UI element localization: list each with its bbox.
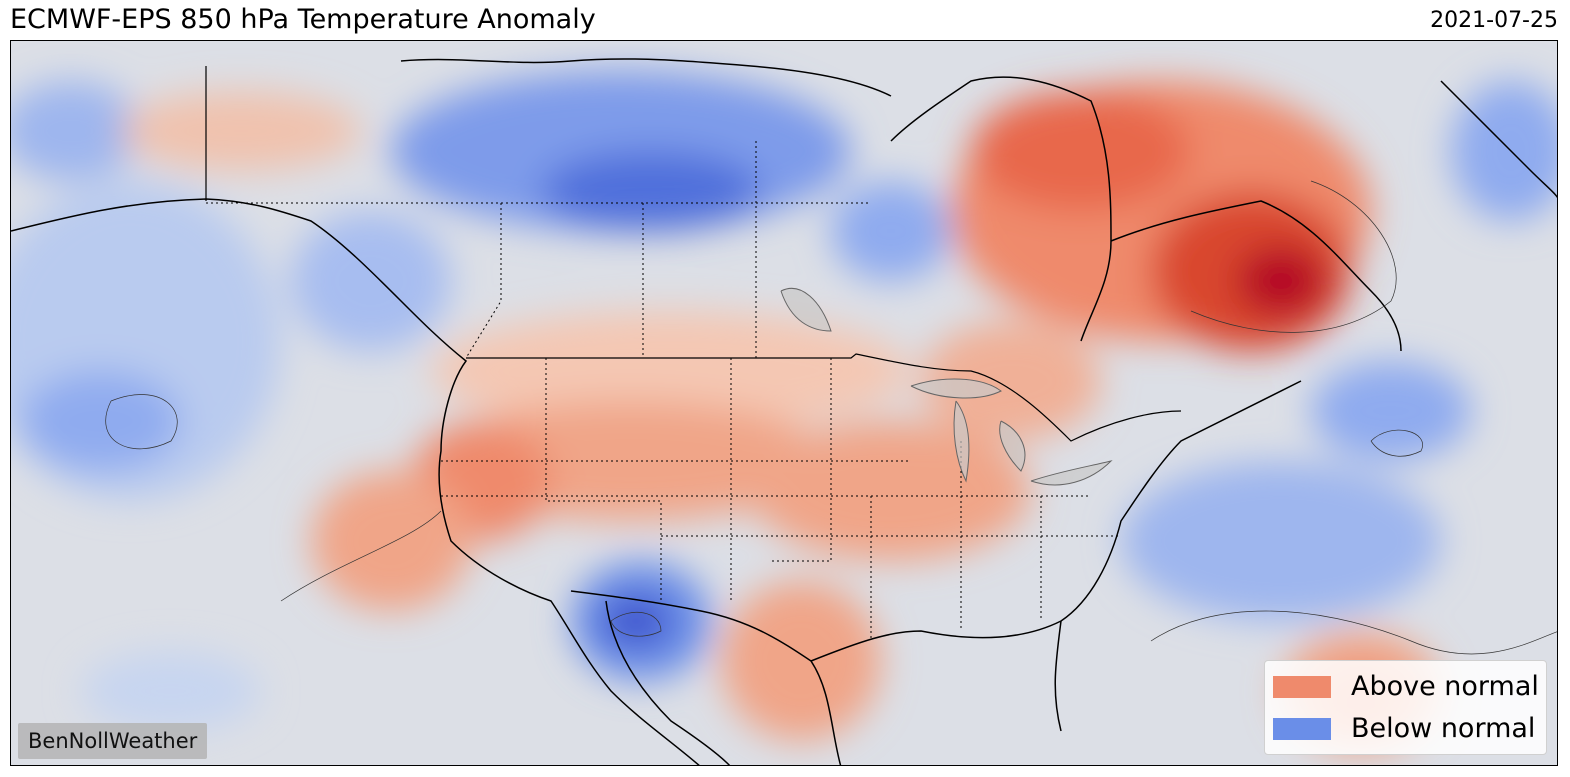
legend-label-above: Above normal (1351, 671, 1539, 702)
contour-labrador (1190, 180, 1397, 333)
arctic-islands-line (400, 58, 892, 97)
warm-region-texas (721, 581, 881, 741)
page-title: ECMWF-EPS 850 hPa Temperature Anomaly (10, 4, 596, 35)
legend-label-below: Below normal (1351, 713, 1536, 744)
cool-region-gulf-alaska (291, 211, 451, 351)
anomaly-map[interactable]: Above normal Below normal BenNollWeather (10, 40, 1558, 766)
warm-region-labrador-core (1236, 246, 1326, 316)
cool-region-beaufort (11, 81, 141, 181)
great-lakes (780, 287, 1113, 486)
west-coast-line (11, 198, 700, 765)
legend-swatch-above (1273, 675, 1331, 698)
greenland-line (1440, 80, 1557, 199)
lake-erie (1030, 460, 1113, 486)
warm-region-baffin (971, 91, 1191, 211)
contour-pacific (105, 394, 178, 450)
contour-pacific-coast (280, 510, 442, 602)
cool-region-southwest-core (601, 596, 671, 646)
legend-swatch-below (1273, 717, 1331, 740)
anomaly-field (11, 71, 1557, 751)
warm-region-prairies (431, 311, 911, 431)
cool-region-pacific-core (21, 371, 181, 471)
lake-michigan (953, 400, 970, 483)
cool-region-southwest-pacific (81, 651, 261, 731)
us-west-states-border (545, 358, 662, 601)
cool-region-atlantic (1121, 461, 1441, 621)
contour-atlantic (1370, 429, 1423, 457)
valid-date: 2021-07-25 (1430, 8, 1558, 33)
baja-line (605, 600, 731, 765)
anomaly-contours (105, 180, 1557, 655)
mexico-border-line (570, 590, 842, 765)
gulf-east-coast-line (810, 380, 1302, 662)
warm-region-alaska (121, 91, 361, 171)
warm-region-ontario (921, 321, 1101, 441)
cool-region-arctic-core (541, 151, 761, 231)
labrador-line (1110, 200, 1402, 352)
legend-item-above: Above normal (1273, 671, 1539, 702)
credit-badge: BenNollWeather (18, 723, 208, 759)
lake-superior (910, 378, 1002, 399)
lake-winnipeg (780, 287, 832, 332)
state-borders (206, 141, 1121, 641)
warm-region-midwest (751, 421, 1031, 561)
legend: Above normal Below normal (1264, 660, 1547, 755)
country-borders (205, 66, 1182, 442)
hudson-bay-line (890, 76, 1112, 342)
cool-region-newfoundland (1311, 361, 1471, 461)
contour-southwest (610, 612, 662, 637)
cool-region-northeast (1451, 81, 1557, 221)
coastlines (11, 58, 1557, 765)
us-canada-border (466, 353, 1182, 442)
florida-line (1054, 620, 1062, 732)
legend-item-below: Below normal (1273, 713, 1535, 744)
lake-huron (999, 420, 1026, 472)
contour-subtropical (1150, 610, 1557, 655)
warm-region-pacific-coast (311, 471, 471, 611)
map-canvas (11, 58, 1557, 765)
cool-region-hudson-west (831, 181, 951, 281)
